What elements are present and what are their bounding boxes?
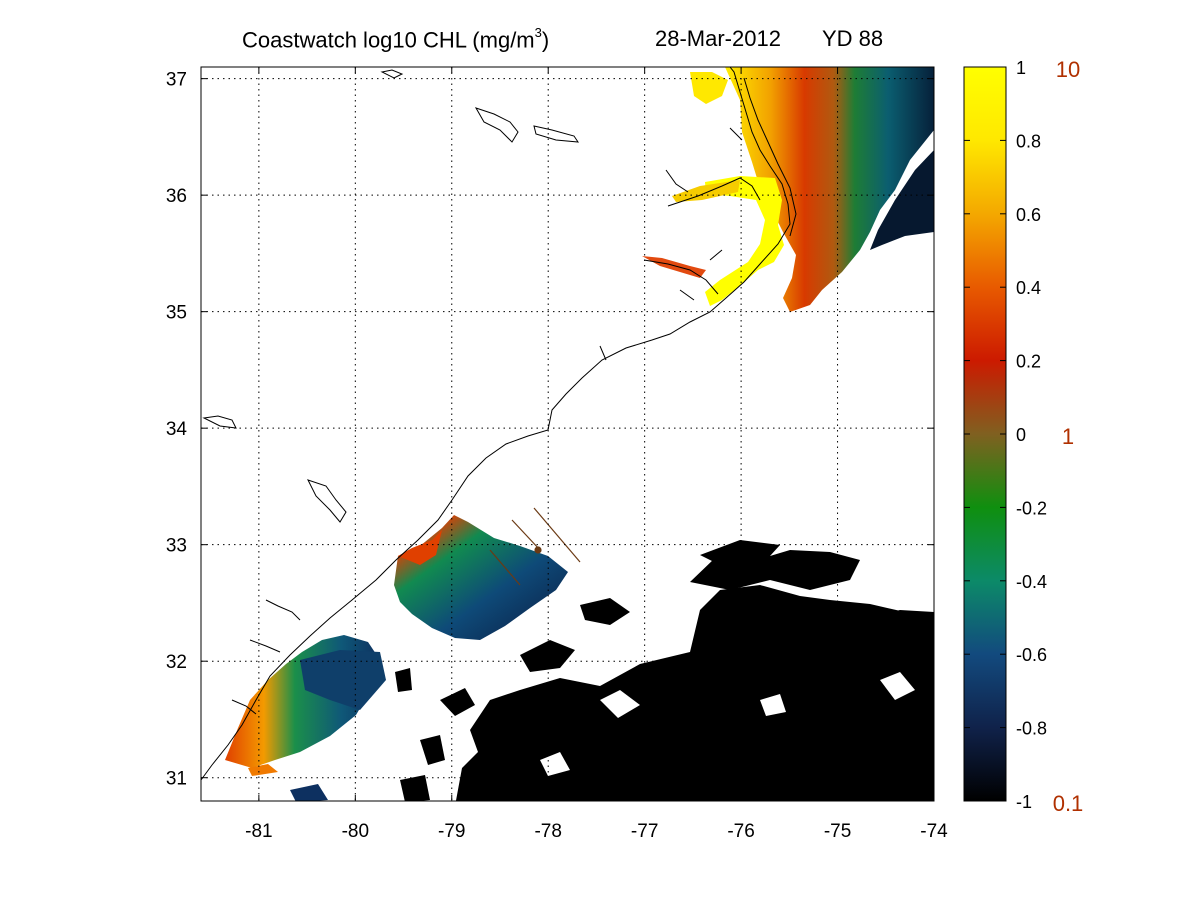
colorbar-secondary-labels: 10 1 0.1 <box>1053 57 1084 816</box>
colorbar-tick-label: -0.2 <box>1016 498 1047 518</box>
georgia-orange-patch <box>248 764 278 776</box>
lon-tick-label: -74 <box>920 821 948 842</box>
chlorophyll-data-layer <box>225 67 934 801</box>
lat-tick-label: 37 <box>166 70 187 91</box>
coastline <box>200 66 797 781</box>
lat-tick-label: 32 <box>166 652 187 673</box>
lat-tick-label: 33 <box>166 536 187 557</box>
lon-tick-label: -75 <box>824 821 851 842</box>
plot-yearday: YD 88 <box>822 26 884 51</box>
offshore-low-chl-region <box>455 585 934 801</box>
lon-tick-label: -78 <box>534 821 561 842</box>
colorbar-tick-label: -0.8 <box>1016 719 1047 739</box>
estuary-outline <box>231 599 301 715</box>
colorbar-tick-label: -0.6 <box>1016 645 1047 665</box>
offshore-low-chl-patch <box>860 610 934 650</box>
offshore-low-chl-patch <box>400 775 430 801</box>
georgia-south-patch <box>290 784 328 801</box>
colorbar-tick-label: 0.8 <box>1016 131 1041 151</box>
cloud-gap <box>600 690 640 718</box>
cloud-gap <box>760 694 786 716</box>
lon-tick-label: -76 <box>727 821 754 842</box>
lon-tick-label: -81 <box>245 821 272 842</box>
transect-line <box>489 549 521 586</box>
transect-station-marker <box>534 546 542 554</box>
colorbar-tick-label: 0.4 <box>1016 278 1041 298</box>
lat-tick-label: 34 <box>166 419 188 440</box>
coastline-main <box>200 66 791 781</box>
colorbar-tick-label: 0.2 <box>1016 352 1041 372</box>
colorbar-tick-label: 0.6 <box>1016 205 1041 225</box>
pamlico-sound-high-chl <box>705 176 784 306</box>
cloud-gap <box>880 672 915 700</box>
northeast-offshore-low-chl <box>870 150 934 250</box>
coastline-barrier <box>743 77 797 237</box>
offshore-low-chl-patch <box>395 668 412 692</box>
lake-outline <box>533 125 579 143</box>
plot-date: 28-Mar-2012 <box>655 26 781 51</box>
transect-line <box>533 507 581 563</box>
lon-tick-label: -77 <box>631 821 658 842</box>
northeast-coastal-chl-region <box>725 67 934 312</box>
coastline-sound-shore <box>667 177 761 207</box>
plot-title: Coastwatch log10 CHL (mg/m3) <box>242 25 550 53</box>
lat-tick-label: 35 <box>166 303 187 324</box>
offshore-low-chl-patch <box>520 640 575 672</box>
lon-tick-label: -79 <box>438 821 465 842</box>
offshore-low-chl-patch <box>440 688 475 716</box>
transect-line <box>511 519 541 551</box>
lake-outline <box>202 415 237 429</box>
cloud-gap <box>540 752 570 776</box>
sound-inlet-high-chl <box>690 72 728 104</box>
offshore-low-chl-patch <box>420 735 445 765</box>
longitude-axis: -81 -80 -79 -78 -77 -76 -75 -74 <box>245 67 948 842</box>
lat-tick-label: 36 <box>166 186 187 207</box>
colorbar-concentration-label: 0.1 <box>1053 791 1084 816</box>
colorbar-concentration-label: 10 <box>1056 57 1080 82</box>
offshore-low-chl-patch <box>700 540 780 565</box>
coastline-sound-shore <box>643 259 719 295</box>
south-carolina-nearshore-high-chl <box>398 530 442 565</box>
map-frame <box>200 66 935 802</box>
colorbar-concentration-label: 1 <box>1062 424 1074 449</box>
offshore-low-chl-patch <box>580 598 630 625</box>
colorbar-tick-label: 0 <box>1016 425 1026 445</box>
lake-outline <box>380 69 404 79</box>
colorbar-tick-label: -0.4 <box>1016 572 1047 592</box>
coastline-creek <box>599 127 743 361</box>
latitude-axis: 37 36 35 34 33 32 31 <box>166 70 934 790</box>
sampling-transects <box>489 507 581 586</box>
colorbar-tick-label: 1 <box>1016 58 1026 78</box>
lake-outline <box>474 107 519 143</box>
lat-tick-label: 31 <box>166 769 187 790</box>
neuse-river-high-chl <box>642 256 706 278</box>
colorbar-ticks: 1 0.8 0.6 0.4 0.2 0 -0.2 -0.4 -0.6 -0.8 -1 <box>964 58 1047 812</box>
colorbar <box>963 66 1007 802</box>
offshore-low-chl-patch <box>740 640 780 668</box>
georgia-offshore-chl <box>300 650 386 710</box>
colorbar-tick-label: -1 <box>1016 792 1032 812</box>
lon-tick-label: -80 <box>342 821 369 842</box>
estuary-outline <box>307 479 347 523</box>
south-carolina-shelf-chl <box>394 515 568 640</box>
